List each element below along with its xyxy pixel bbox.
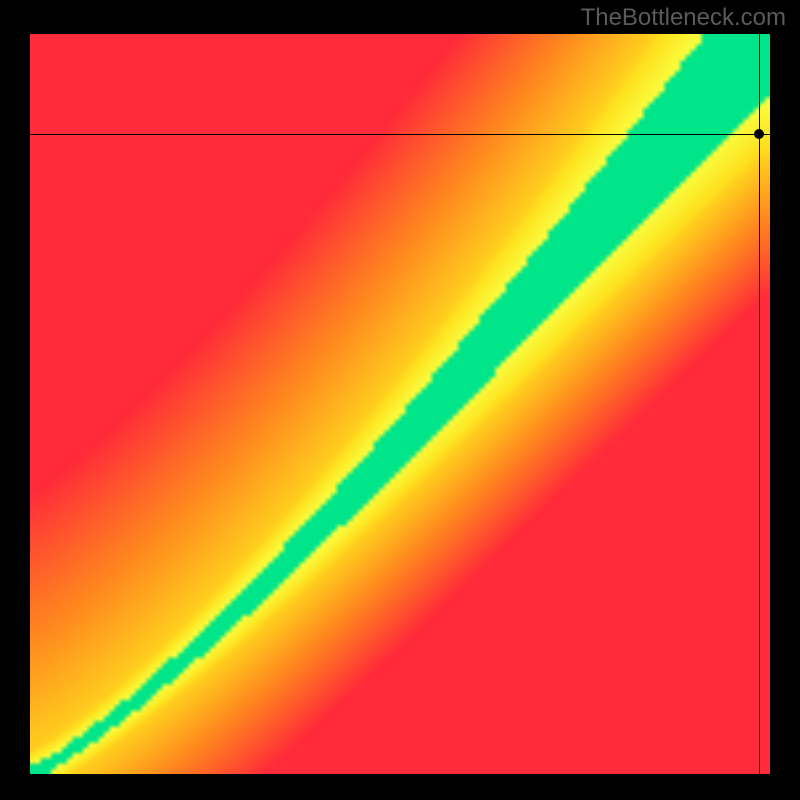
heatmap-canvas: [30, 34, 770, 774]
crosshair-vertical: [759, 34, 760, 774]
bottleneck-heatmap: [30, 34, 770, 774]
watermark-text: TheBottleneck.com: [581, 4, 786, 32]
crosshair-horizontal: [30, 134, 770, 135]
data-point-marker: [754, 129, 764, 139]
